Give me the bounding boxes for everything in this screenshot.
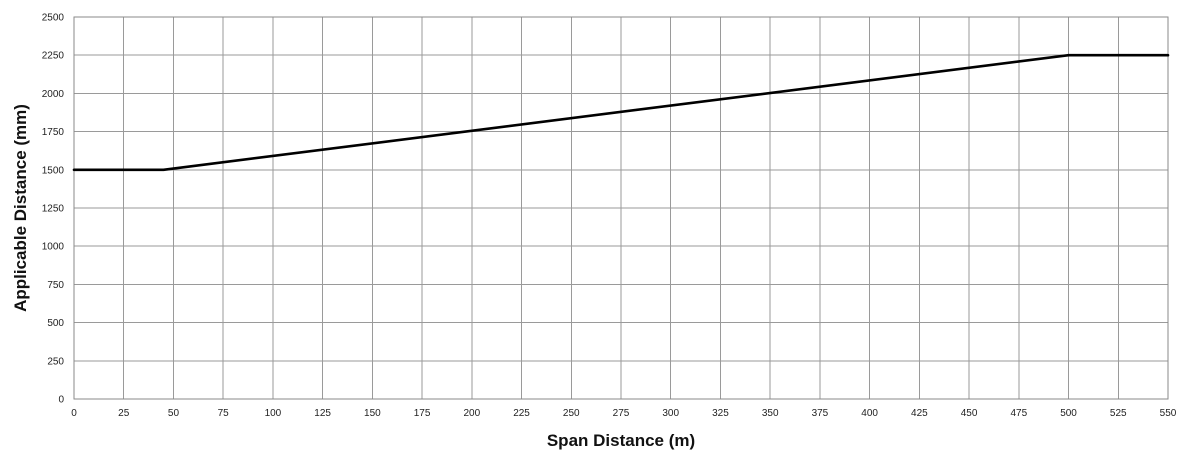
x-tick-label: 75 xyxy=(218,408,230,419)
y-tick-label: 1000 xyxy=(42,242,65,253)
x-tick-label: 375 xyxy=(812,408,829,419)
y-axis-tick-labels: 0 250 500 750 1000 1250 1500 1750 2000 2250 2500 xyxy=(42,13,65,406)
y-tick-label: 500 xyxy=(47,318,64,329)
x-tick-label: 50 xyxy=(168,408,180,419)
x-tick-label: 300 xyxy=(662,408,679,419)
grid xyxy=(73,16,1169,400)
y-tick-label: 250 xyxy=(47,356,64,367)
x-tick-label: 500 xyxy=(1060,408,1077,419)
x-axis-tick-labels: 0 25 50 75 100 125 150 175 200 225 250 275 300 325 350… xyxy=(71,408,1177,419)
y-tick-label: 2250 xyxy=(42,51,65,62)
series-layer xyxy=(72,53,1170,172)
x-tick-label: 175 xyxy=(414,408,431,419)
x-tick-label: 400 xyxy=(861,408,878,419)
x-tick-label: 425 xyxy=(911,408,928,419)
y-tick-label: 1750 xyxy=(42,127,65,138)
x-tick-label: 225 xyxy=(513,408,530,419)
x-tick-label: 275 xyxy=(613,408,630,419)
x-tick-label: 150 xyxy=(364,408,381,419)
x-tick-label: 525 xyxy=(1110,408,1127,419)
x-tick-label: 475 xyxy=(1010,408,1027,419)
x-tick-label: 325 xyxy=(712,408,729,419)
x-tick-label: 0 xyxy=(71,408,77,419)
y-tick-label: 1500 xyxy=(42,165,65,176)
y-tick-label: 2000 xyxy=(42,89,65,100)
x-tick-label: 450 xyxy=(961,408,978,419)
y-tick-label: 0 xyxy=(58,395,64,406)
x-tick-label: 125 xyxy=(314,408,331,419)
x-tick-label: 25 xyxy=(118,408,130,419)
y-tick-label: 1250 xyxy=(42,204,65,215)
series-line xyxy=(72,53,1170,172)
x-tick-label: 350 xyxy=(762,408,779,419)
x-tick-label: 250 xyxy=(563,408,580,419)
plot-area-border xyxy=(73,16,1169,400)
x-axis-title: Span Distance (m) xyxy=(547,431,695,450)
y-axis-title: Applicable Distance (mm) xyxy=(11,104,30,312)
y-tick-label: 2500 xyxy=(42,13,65,24)
y-tick-label: 750 xyxy=(47,280,64,291)
x-tick-label: 200 xyxy=(463,408,480,419)
x-tick-label: 550 xyxy=(1160,408,1177,419)
x-tick-label: 100 xyxy=(265,408,282,419)
